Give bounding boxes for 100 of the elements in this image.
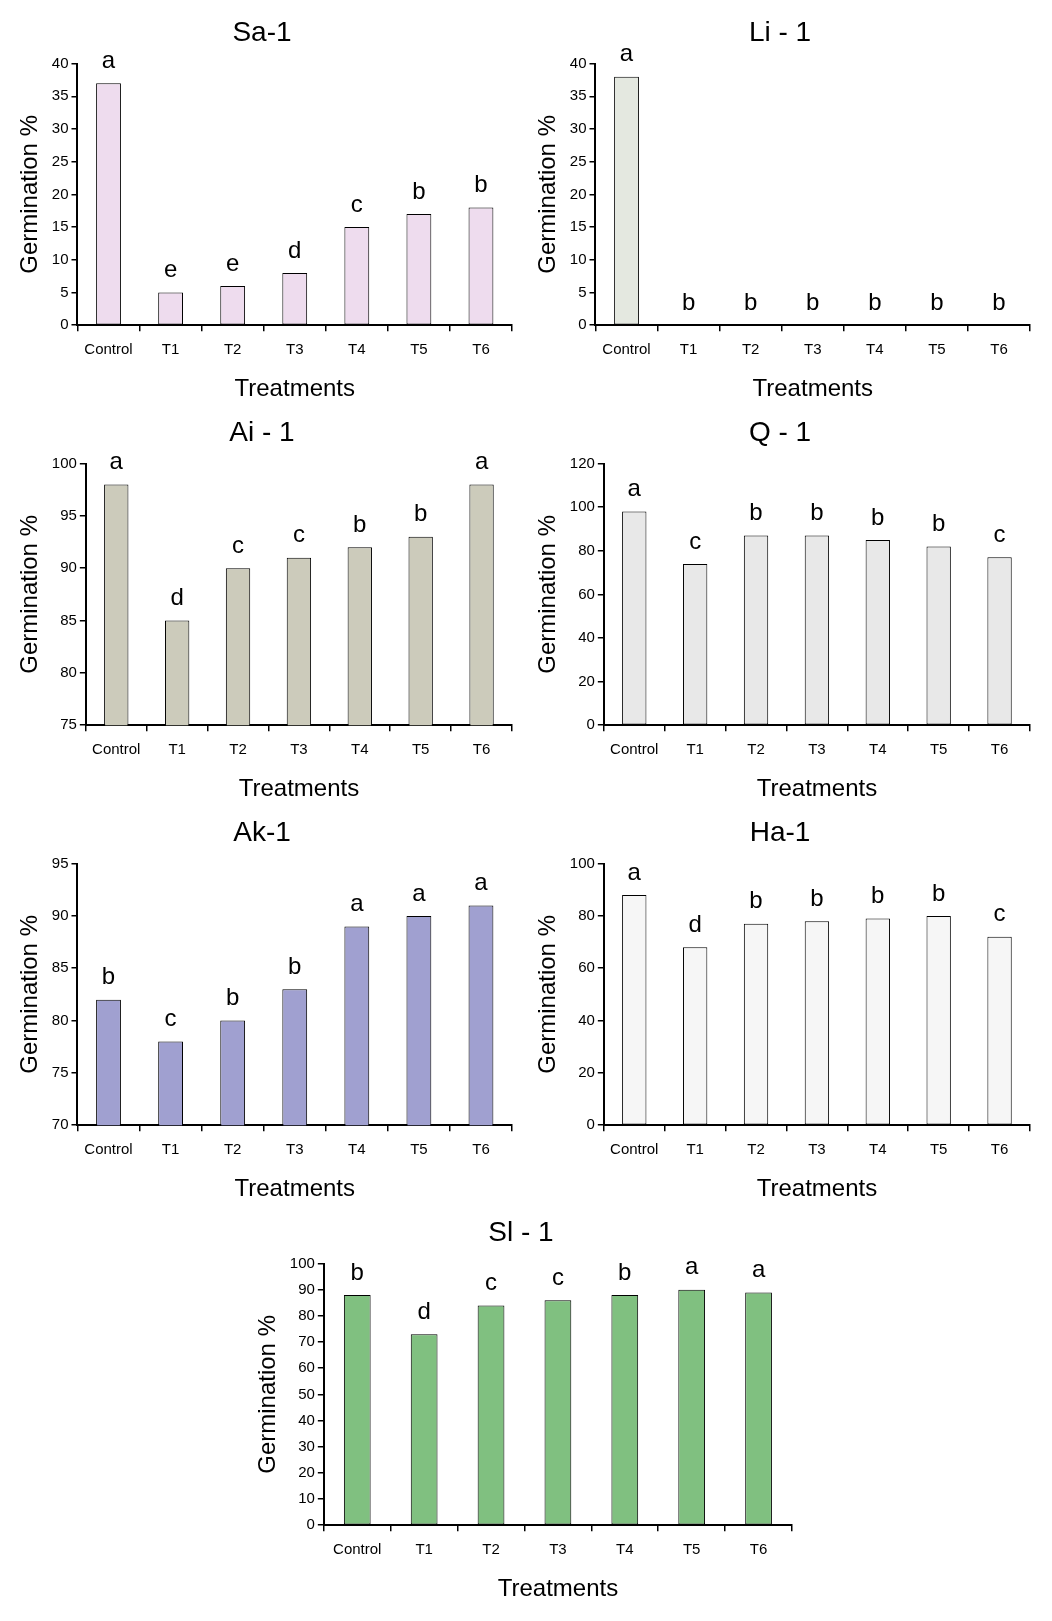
y-tick-label: 10 <box>51 249 69 267</box>
y-tick-label: 70 <box>298 1332 315 1350</box>
annotation: a <box>685 1252 699 1280</box>
annotation: b <box>414 499 428 527</box>
y-tick-label: 80 <box>51 1010 69 1028</box>
x-tick-label: Control <box>84 1140 133 1158</box>
annotation: b <box>101 962 116 990</box>
annotation: b <box>288 951 302 979</box>
chart-title: Sa-1 <box>232 15 292 47</box>
y-tick-label: 5 <box>60 282 69 300</box>
x-tick-label: T1 <box>679 340 698 358</box>
x-tick-label: T5 <box>682 1540 701 1558</box>
x-tick-label: T2 <box>747 1140 765 1158</box>
annotation: b <box>992 287 1006 315</box>
y-tick-label: 85 <box>60 610 77 628</box>
y-tick-label: 80 <box>60 663 77 681</box>
annotation: a <box>474 447 489 475</box>
x-tick-label: T3 <box>803 340 822 358</box>
y-tick-label: 90 <box>298 1279 315 1297</box>
y-tick-label: 100 <box>569 497 595 515</box>
x-tick-label: T4 <box>348 1140 366 1158</box>
y-tick-label: 0 <box>60 315 69 333</box>
x-tick-label: Control <box>610 740 659 758</box>
y-tick-label: 5 <box>578 282 587 300</box>
annotation: d <box>688 909 702 937</box>
y-tick-label: 50 <box>298 1384 315 1402</box>
chart-title: Sl - 1 <box>488 1215 554 1247</box>
y-tick-label: 80 <box>578 540 595 558</box>
x-tick-label: T5 <box>410 1140 428 1158</box>
annotation: a <box>751 1255 766 1282</box>
annotation: a <box>350 889 365 917</box>
x-tick-label: T2 <box>741 340 760 358</box>
annotation: b <box>930 287 944 315</box>
y-tick-label: 95 <box>51 853 69 871</box>
y-axis-title: Germination % <box>533 115 561 274</box>
x-tick-label: T6 <box>472 1140 490 1158</box>
y-tick-label: 40 <box>578 628 595 646</box>
x-tick-label: T2 <box>229 740 247 758</box>
annotation: e <box>163 255 178 283</box>
x-axis-title: Treatments <box>234 1174 355 1202</box>
annotation: b <box>743 287 758 315</box>
annotation: c <box>689 526 702 554</box>
x-tick-label: T1 <box>415 1540 433 1558</box>
y-tick-label: 30 <box>569 119 587 137</box>
annotation: c <box>551 1262 564 1290</box>
chart-title: Ha-1 <box>749 815 811 847</box>
y-tick-label: 100 <box>289 1253 315 1271</box>
y-tick-label: 10 <box>569 249 587 267</box>
y-axis-title: Germination % <box>533 515 561 674</box>
annotation: d <box>288 235 302 263</box>
y-tick-label: 90 <box>60 558 77 576</box>
annotation: c <box>164 1004 177 1032</box>
x-tick-label: T5 <box>410 340 428 358</box>
x-tick-label: T3 <box>285 340 304 358</box>
y-tick-label: 25 <box>51 151 69 169</box>
x-tick-label: T1 <box>161 1140 180 1158</box>
y-tick-label: 60 <box>578 584 595 602</box>
annotation: b <box>871 502 885 530</box>
y-tick-label: 95 <box>60 506 77 524</box>
x-tick-label: T5 <box>928 340 946 358</box>
x-tick-label: T4 <box>869 740 887 758</box>
y-axis-title: Germination % <box>15 515 43 674</box>
y-tick-label: 40 <box>578 1010 595 1028</box>
y-tick-label: 80 <box>578 906 595 924</box>
x-tick-label: T2 <box>223 1140 242 1158</box>
annotation: b <box>225 983 240 1011</box>
y-tick-label: 20 <box>51 184 69 202</box>
chart-title: Q - 1 <box>748 415 812 447</box>
annotation: b <box>681 287 696 315</box>
x-tick-label: T4 <box>869 1140 887 1158</box>
annotation: b <box>474 170 488 198</box>
x-tick-label: T5 <box>411 740 430 758</box>
x-tick-label: Control <box>610 1140 659 1158</box>
y-tick-label: 0 <box>586 715 595 733</box>
chart-title: Li - 1 <box>748 15 812 47</box>
x-tick-label: Control <box>84 340 133 358</box>
annotation: b <box>749 886 763 914</box>
y-axis-title: Germination % <box>15 115 43 274</box>
y-tick-label: 70 <box>51 1115 69 1133</box>
x-axis-title: Treatments <box>756 1174 878 1202</box>
y-tick-label: 100 <box>51 453 77 471</box>
x-tick-label: T2 <box>482 1540 500 1558</box>
x-tick-label: T6 <box>472 740 491 758</box>
y-tick-label: 100 <box>569 853 595 871</box>
x-axis-title: Treatments <box>497 1574 619 1602</box>
annotation: c <box>993 899 1006 927</box>
annotation: a <box>619 39 634 67</box>
x-tick-label: T4 <box>616 1540 634 1558</box>
annotation: d <box>417 1296 431 1324</box>
y-tick-label: 20 <box>578 1063 595 1081</box>
x-tick-label: T6 <box>990 340 1008 358</box>
y-tick-label: 30 <box>298 1436 315 1454</box>
annotation: b <box>871 881 885 909</box>
x-axis-title: Treatments <box>756 774 878 802</box>
y-axis-title: Germination % <box>253 1315 281 1474</box>
x-tick-label: T1 <box>168 740 186 758</box>
annotation: c <box>292 520 305 548</box>
chart-title: Ak-1 <box>233 815 291 847</box>
annotation: b <box>806 287 820 315</box>
x-tick-label: T3 <box>549 1540 567 1558</box>
